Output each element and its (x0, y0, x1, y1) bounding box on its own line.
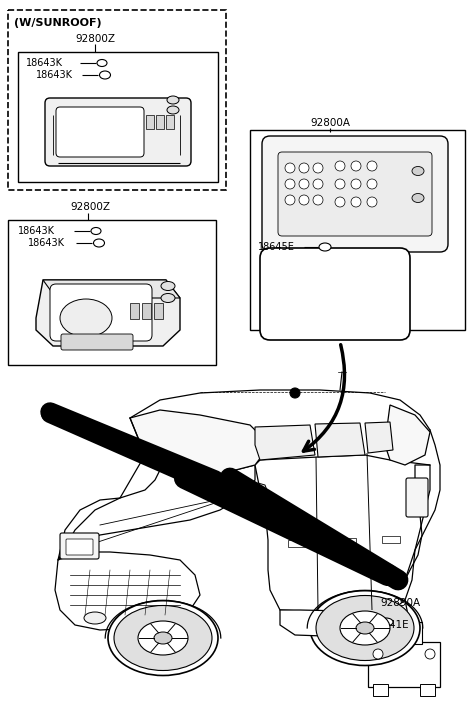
Circle shape (367, 197, 377, 207)
Ellipse shape (114, 606, 212, 670)
FancyBboxPatch shape (262, 136, 448, 252)
Bar (386, 622, 422, 644)
Bar (8, 10, 226, 190)
Circle shape (299, 163, 309, 173)
Bar (156, 115, 164, 129)
Circle shape (299, 179, 309, 189)
Bar (420, 684, 435, 696)
Ellipse shape (340, 611, 390, 645)
Ellipse shape (84, 612, 106, 624)
Text: 18643K: 18643K (36, 70, 73, 80)
FancyBboxPatch shape (278, 152, 432, 236)
Text: 18645E: 18645E (258, 242, 295, 252)
Circle shape (367, 161, 377, 171)
Circle shape (351, 161, 361, 171)
Text: 18643K: 18643K (18, 226, 55, 236)
Bar (142, 303, 151, 319)
Circle shape (351, 197, 361, 207)
Bar (130, 303, 139, 319)
FancyBboxPatch shape (45, 98, 191, 166)
Ellipse shape (100, 71, 110, 79)
Bar (382, 536, 400, 543)
Circle shape (313, 195, 323, 205)
Ellipse shape (161, 281, 175, 291)
Polygon shape (315, 423, 365, 457)
FancyBboxPatch shape (56, 107, 144, 157)
Ellipse shape (167, 106, 179, 114)
Bar (288, 540, 306, 547)
Bar (166, 115, 174, 129)
FancyBboxPatch shape (61, 334, 133, 350)
Ellipse shape (310, 590, 420, 665)
FancyBboxPatch shape (60, 533, 99, 559)
Polygon shape (58, 455, 255, 560)
Polygon shape (36, 280, 180, 346)
Polygon shape (255, 425, 315, 460)
Polygon shape (385, 405, 430, 465)
Circle shape (285, 195, 295, 205)
Polygon shape (130, 410, 270, 474)
Bar (146, 115, 154, 129)
Circle shape (335, 197, 345, 207)
Text: (W/SUNROOF): (W/SUNROOF) (14, 18, 101, 28)
Text: 92890A: 92890A (380, 598, 420, 608)
Circle shape (335, 161, 345, 171)
Ellipse shape (412, 193, 424, 203)
Polygon shape (250, 483, 270, 504)
Bar (338, 538, 356, 545)
Circle shape (335, 179, 345, 189)
Circle shape (285, 179, 295, 189)
Text: 92800A: 92800A (310, 118, 350, 128)
Bar (250, 130, 465, 330)
Polygon shape (365, 422, 393, 453)
Bar (373, 684, 388, 696)
Circle shape (313, 163, 323, 173)
Text: 18643K: 18643K (26, 58, 63, 68)
Ellipse shape (412, 166, 424, 175)
Ellipse shape (154, 632, 172, 644)
Ellipse shape (379, 618, 393, 626)
Bar (18, 52, 218, 182)
FancyBboxPatch shape (66, 539, 93, 555)
Polygon shape (255, 455, 430, 615)
Circle shape (373, 649, 383, 659)
Ellipse shape (108, 601, 218, 675)
Ellipse shape (91, 228, 101, 235)
Bar (154, 303, 163, 319)
Ellipse shape (97, 60, 107, 66)
Circle shape (367, 179, 377, 189)
Polygon shape (280, 600, 408, 638)
Ellipse shape (161, 294, 175, 302)
Text: 18641E: 18641E (370, 620, 410, 630)
Ellipse shape (316, 595, 414, 661)
Polygon shape (55, 552, 200, 630)
FancyBboxPatch shape (260, 248, 410, 340)
Circle shape (290, 388, 300, 398)
FancyBboxPatch shape (406, 478, 428, 517)
Ellipse shape (93, 239, 104, 247)
Text: 92800Z: 92800Z (70, 202, 110, 212)
Circle shape (351, 179, 361, 189)
Circle shape (313, 179, 323, 189)
Ellipse shape (167, 96, 179, 104)
Ellipse shape (60, 299, 112, 337)
FancyBboxPatch shape (50, 284, 152, 341)
Text: 92800Z: 92800Z (75, 34, 115, 44)
Circle shape (299, 195, 309, 205)
Ellipse shape (138, 621, 188, 655)
Ellipse shape (356, 622, 374, 634)
Bar (368, 642, 440, 687)
Ellipse shape (319, 243, 331, 251)
Circle shape (285, 163, 295, 173)
Bar (8, 220, 216, 365)
Polygon shape (43, 280, 180, 298)
Text: 18643K: 18643K (28, 238, 65, 248)
Circle shape (425, 649, 435, 659)
